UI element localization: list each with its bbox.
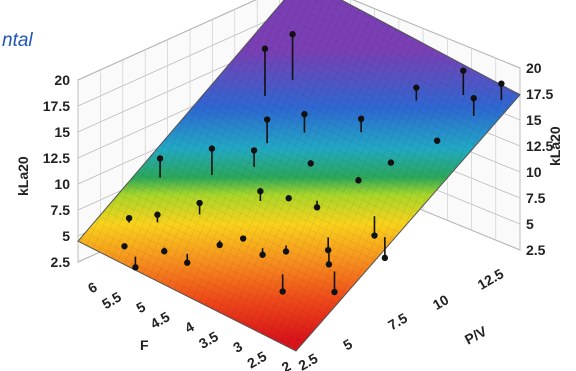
data-point (285, 195, 292, 202)
f-tick: 2 (279, 358, 294, 371)
f-tick: 6 (85, 279, 100, 297)
data-point (216, 241, 223, 249)
f-axis-label: F (140, 337, 149, 353)
data-point (387, 159, 395, 166)
z-tick-right: 10 (526, 164, 542, 180)
data-point (301, 110, 308, 118)
f-tick: 5 (133, 298, 148, 316)
data-point (381, 254, 389, 262)
z-tick-left: 7.5 (51, 202, 71, 218)
z-tick-left: 10 (54, 176, 70, 192)
z-tick-right: 12.5 (526, 138, 553, 154)
data-point (307, 160, 314, 167)
data-point (259, 251, 266, 258)
data-point (132, 264, 139, 271)
data-point (282, 248, 290, 255)
z-axis-label-right: kLa20 (547, 126, 563, 166)
z-axis-label-left: kLa20 (15, 156, 31, 196)
data-points (121, 31, 505, 296)
data-point (263, 116, 271, 123)
pv-tick: 2.5 (296, 350, 321, 371)
z-tick-left: 15 (54, 124, 70, 140)
z-tick-left: 20 (54, 72, 70, 88)
data-point (331, 288, 338, 296)
data-point (121, 243, 128, 250)
data-point (289, 31, 296, 38)
data-point (355, 177, 362, 184)
z-tick-right: 7.5 (526, 190, 546, 206)
data-point (125, 214, 133, 222)
data-point (371, 232, 378, 239)
f-tick: 3.5 (196, 328, 221, 352)
data-point (357, 115, 365, 123)
data-point (325, 261, 333, 268)
data-point (156, 155, 164, 162)
data-point (413, 84, 420, 91)
data-point (470, 95, 477, 102)
corner-title-fragment: ntal (2, 30, 33, 51)
data-point (196, 199, 203, 207)
data-point (279, 288, 286, 295)
data-point (154, 211, 161, 218)
data-point (498, 80, 505, 87)
z-tick-right: 20 (526, 60, 542, 76)
z-tick-left: 2.5 (51, 254, 71, 270)
data-point (313, 204, 321, 211)
pv-tick: 12.5 (475, 265, 507, 293)
f-tick: 5.5 (99, 288, 124, 312)
f-tick: 4 (182, 318, 197, 336)
data-point (257, 188, 264, 195)
pv-axis-label: P/V (462, 323, 490, 348)
pv-tick: 10 (430, 291, 452, 313)
z-tick-left: 5 (62, 228, 70, 244)
data-point (208, 145, 216, 152)
data-point (239, 235, 247, 242)
f-tick: 3 (230, 338, 245, 356)
data-point (460, 67, 467, 74)
z-tick-right: 5 (526, 216, 534, 232)
data-point (161, 248, 168, 255)
f-tick: 4.5 (148, 308, 173, 332)
data-point (184, 259, 191, 266)
data-point (433, 137, 441, 144)
z-tick-left: 17.5 (43, 98, 70, 114)
z-tick-right: 2.5 (526, 242, 546, 258)
z-tick-right: 15 (526, 112, 542, 128)
f-tick: 2.5 (244, 348, 269, 371)
z-tick-left: 12.5 (43, 150, 70, 166)
data-point (324, 246, 332, 254)
pv-tick: 5 (340, 336, 355, 354)
pv-tick: 7.5 (385, 310, 410, 334)
data-point (261, 45, 269, 52)
z-tick-right: 17.5 (526, 86, 553, 102)
data-point (250, 147, 258, 154)
